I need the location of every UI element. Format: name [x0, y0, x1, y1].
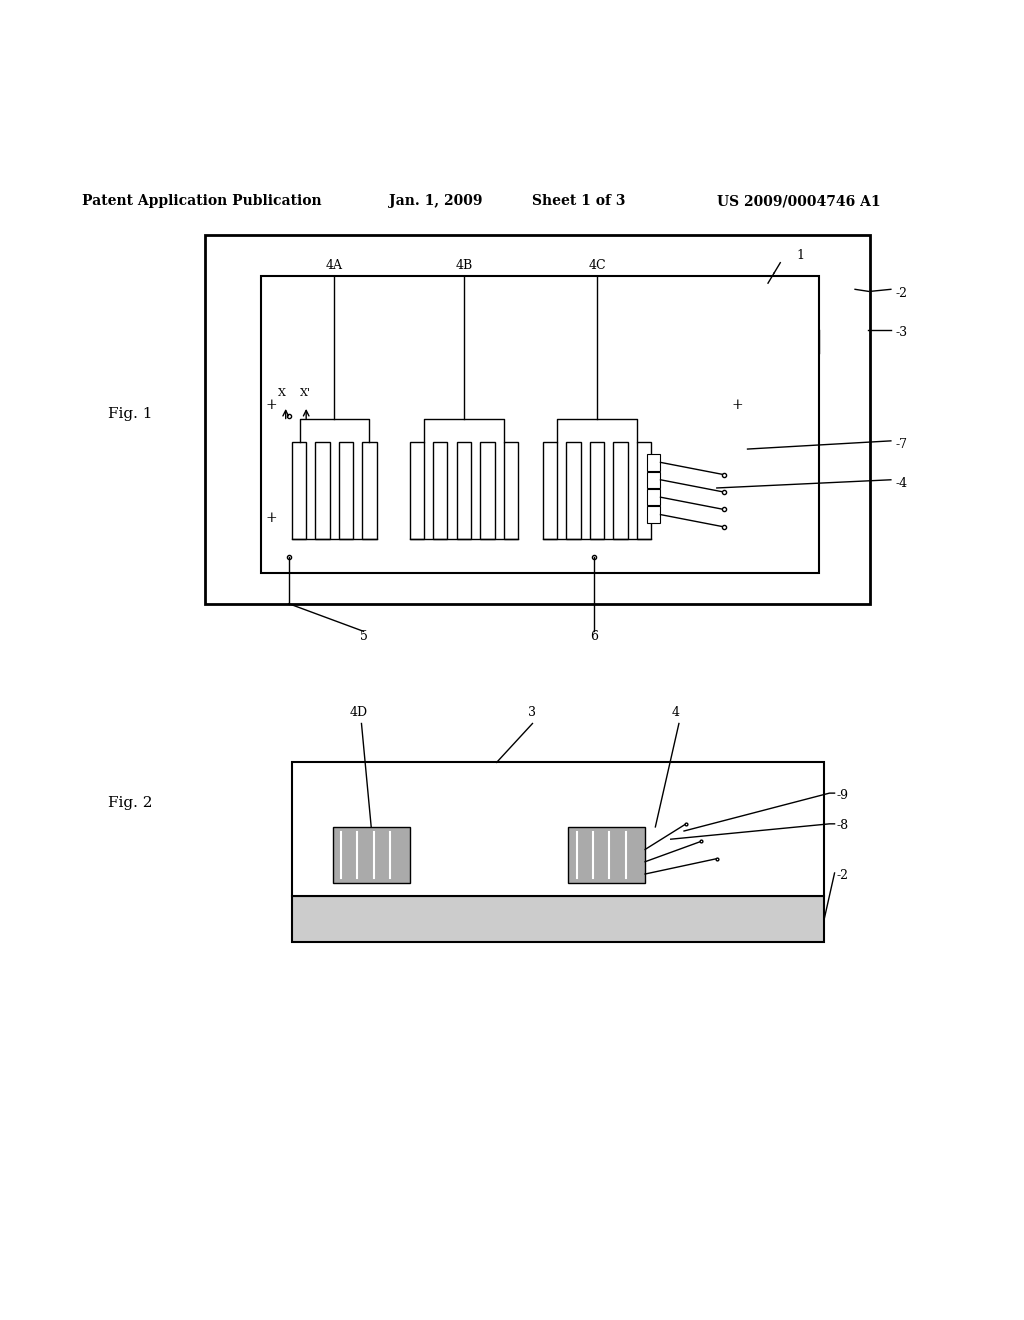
Text: 3: 3 [528, 706, 537, 719]
Bar [315, 442, 330, 539]
Text: -2: -2 [837, 869, 849, 882]
Text: +: + [265, 399, 278, 412]
Bar [647, 507, 660, 523]
Bar [362, 442, 377, 539]
Text: -8: -8 [837, 820, 849, 833]
Text: 6: 6 [590, 630, 598, 643]
Text: -2: -2 [896, 286, 908, 300]
Bar [480, 442, 495, 539]
Bar [410, 442, 424, 539]
Text: 1: 1 [797, 248, 805, 261]
Text: 4D: 4D [349, 706, 368, 719]
Bar [504, 442, 518, 539]
Bar [613, 442, 628, 539]
Bar [433, 442, 447, 539]
Bar [261, 276, 819, 573]
Text: -9: -9 [837, 788, 849, 801]
Bar [457, 442, 471, 539]
Text: X': X' [300, 388, 310, 397]
Text: 5: 5 [359, 630, 368, 643]
Text: Patent Application Publication: Patent Application Publication [82, 194, 322, 209]
Bar [647, 488, 660, 506]
Bar [292, 895, 824, 941]
Text: Sheet 1 of 3: Sheet 1 of 3 [532, 194, 626, 209]
Text: US 2009/0004746 A1: US 2009/0004746 A1 [717, 194, 881, 209]
Bar [566, 442, 581, 539]
Text: +: + [265, 511, 278, 525]
Bar [590, 442, 604, 539]
Text: -4: -4 [896, 478, 908, 490]
Text: -7: -7 [896, 438, 908, 451]
Text: Fig. 2: Fig. 2 [108, 796, 152, 810]
Text: +: + [731, 399, 743, 412]
Bar [292, 763, 824, 895]
Text: -3: -3 [896, 326, 908, 339]
Text: 4C: 4C [588, 259, 606, 272]
Text: 4A: 4A [326, 259, 343, 272]
Bar [647, 471, 660, 488]
Bar [647, 454, 660, 470]
Text: 4B: 4B [456, 259, 472, 272]
Text: 4: 4 [672, 706, 680, 719]
Text: X: X [278, 388, 286, 397]
Text: Jan. 1, 2009: Jan. 1, 2009 [389, 194, 482, 209]
Bar [333, 826, 410, 883]
Bar [205, 235, 870, 603]
Bar [292, 442, 306, 539]
Bar [543, 442, 557, 539]
Text: Fig. 1: Fig. 1 [108, 408, 152, 421]
Bar [568, 826, 645, 883]
Bar [637, 442, 651, 539]
Bar [339, 442, 353, 539]
